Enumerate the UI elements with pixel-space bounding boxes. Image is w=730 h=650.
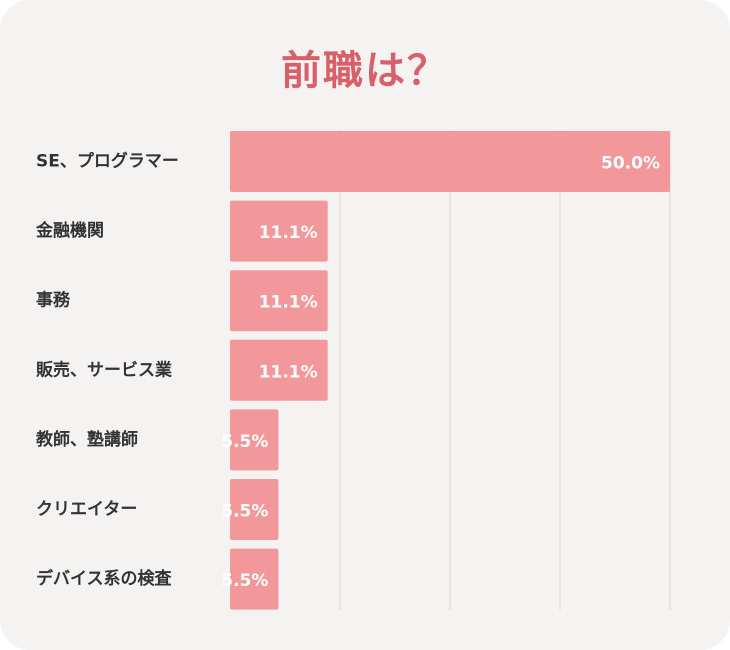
category-label: SE、プログラマー <box>36 151 179 172</box>
category-label: 事務 <box>36 290 71 311</box>
value-label: 11.1% <box>259 362 318 382</box>
chart-title: 前職は？ <box>281 48 449 94</box>
category-label: 販売、サービス業 <box>36 359 172 380</box>
bar <box>230 270 328 332</box>
bar <box>230 479 279 540</box>
category-label: 教師、塾講師 <box>35 429 138 450</box>
bar <box>230 548 279 610</box>
value-label: 50.0% <box>601 154 660 174</box>
value-label: 11.1% <box>259 293 318 313</box>
value-label: 5.5% <box>221 502 268 522</box>
bar <box>230 339 328 401</box>
bar <box>230 409 279 471</box>
bar <box>230 200 328 262</box>
value-label: 5.5% <box>221 571 268 591</box>
value-label: 5.5% <box>221 432 268 452</box>
category-label: デバイス系の検査 <box>36 568 172 589</box>
bar <box>230 131 670 192</box>
value-label: 11.1% <box>259 223 318 243</box>
category-label: クリエイター <box>36 500 137 520</box>
category-label: 金融機関 <box>35 220 104 241</box>
